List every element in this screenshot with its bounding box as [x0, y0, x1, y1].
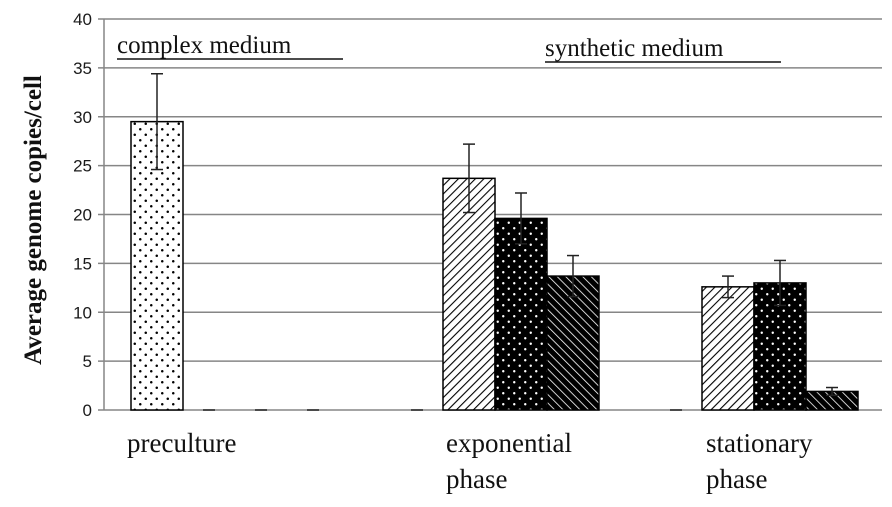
y-tick-label: 35: [73, 59, 92, 78]
y-tick-label: 15: [73, 254, 92, 273]
bar: [701, 286, 755, 411]
bars: [130, 72, 859, 411]
bar: [442, 177, 496, 411]
bar: [494, 217, 548, 411]
annotation-label: complex medium: [117, 32, 292, 59]
y-tick-label: 0: [83, 401, 92, 420]
y-tick-label: 20: [73, 206, 92, 225]
y-tick-label: 10: [73, 303, 92, 322]
bar: [546, 275, 600, 411]
category-label: exponential phase: [446, 428, 572, 494]
labels: 0 5 10 15 20 25 30 35 40 preculture exponential pha…: [20, 10, 813, 494]
y-tick-label: 30: [73, 108, 92, 127]
y-tick-label: 40: [73, 10, 92, 29]
y-tick-label: 25: [73, 157, 92, 176]
annotation-label: synthetic medium: [545, 35, 724, 62]
y-axis-label: Average genome copies/cell: [20, 75, 47, 365]
y-tick-label: 5: [83, 352, 92, 371]
category-label: stationary phase: [706, 428, 813, 494]
category-label: preculture: [127, 428, 236, 458]
